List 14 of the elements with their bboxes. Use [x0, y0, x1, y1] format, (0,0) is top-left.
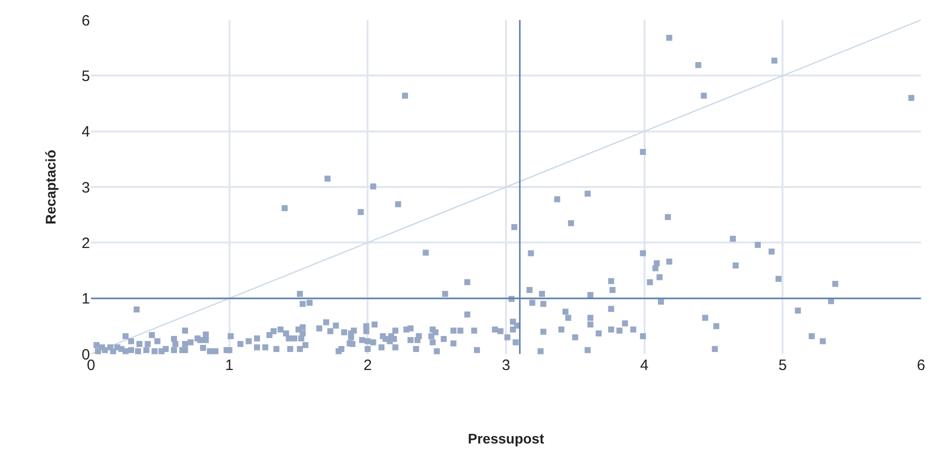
y-tick-label: 4 — [82, 124, 90, 141]
y-tick-label: 2 — [82, 234, 90, 252]
x-tick-label: 1 — [225, 357, 234, 374]
x-axis-title: Pressupost — [468, 430, 544, 446]
x-tick-label: 4 — [640, 357, 648, 374]
y-axis-title: Recaptació — [42, 150, 58, 224]
y-tick-label: 6 — [82, 12, 90, 30]
y-tick-label: 3 — [82, 179, 90, 196]
y-tick-label: 1 — [82, 290, 90, 308]
y-tick-label: 5 — [82, 68, 90, 85]
x-tick-label: 3 — [502, 357, 510, 374]
x-tick-label: 2 — [364, 357, 372, 374]
x-tick-label: 5 — [778, 357, 787, 374]
x-tick-label: 6 — [916, 357, 926, 374]
